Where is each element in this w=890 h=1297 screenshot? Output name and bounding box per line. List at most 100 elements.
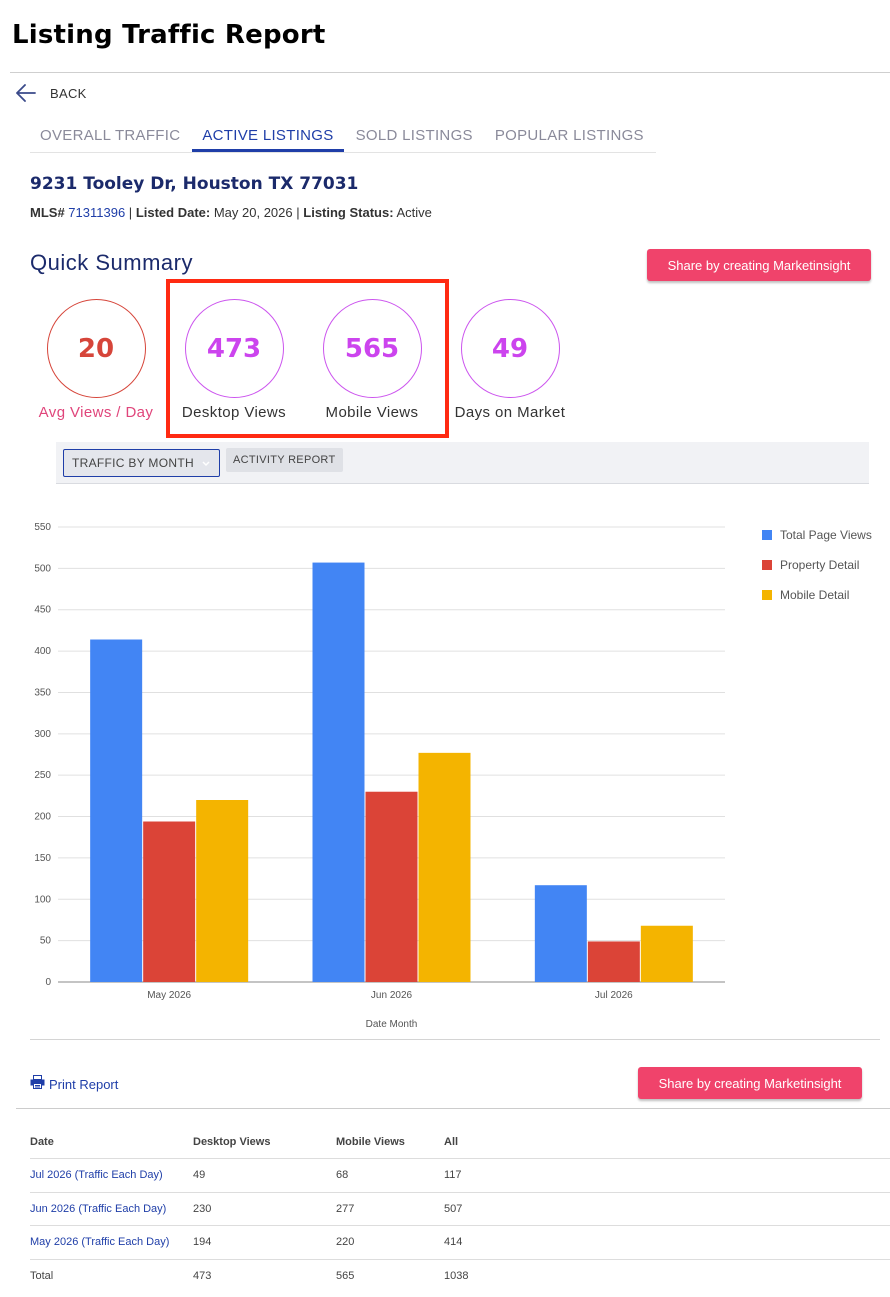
row-all-views: 414 <box>444 1236 463 1249</box>
bar <box>418 752 471 982</box>
legend-label: Total Page Views <box>780 528 872 542</box>
y-tick-label: 200 <box>34 812 51 823</box>
y-tick-label: 250 <box>34 770 51 781</box>
column-header-desktop: Desktop Views <box>193 1136 271 1148</box>
stat-label: Avg Views / Day <box>38 404 154 421</box>
row-date-link[interactable]: Jul 2026 (Traffic Each Day) <box>30 1169 163 1182</box>
y-tick-label: 400 <box>34 646 51 657</box>
legend-swatch <box>762 590 772 600</box>
share-marketinsight-button-bottom[interactable]: Share by creating Marketinsight <box>638 1067 862 1099</box>
stat-label: Desktop Views <box>181 404 287 421</box>
column-header-mobile: Mobile Views <box>336 1136 405 1148</box>
report-tabs: OVERALL TRAFFIC ACTIVE LISTINGS SOLD LIS… <box>30 121 656 153</box>
back-label: BACK <box>50 85 87 101</box>
bar <box>640 925 693 982</box>
row-date-link[interactable]: Jun 2026 (Traffic Each Day) <box>30 1202 167 1215</box>
bar <box>312 562 365 982</box>
listing-status-label: Listing Status: <box>303 205 394 220</box>
listed-date-label: Listed Date: <box>135 205 211 220</box>
bar <box>534 885 587 982</box>
x-tick-label: Jul 2026 <box>595 990 633 1001</box>
bar <box>587 941 640 982</box>
y-tick-label: 50 <box>40 936 52 947</box>
tab-popular-listings[interactable]: POPULAR LISTINGS <box>494 127 644 144</box>
row-mobile-views: 68 <box>336 1169 349 1182</box>
share-marketinsight-button[interactable]: Share by creating Marketinsight <box>647 249 871 281</box>
legend-label: Mobile Detail <box>780 588 849 602</box>
stat-desktop-views: 473 Desktop Views <box>164 299 304 421</box>
stat-days-on-market: 49 Days on Market <box>440 299 580 421</box>
stat-value: 565 <box>322 299 422 398</box>
table-divider <box>16 1108 890 1109</box>
row-mobile-views: 277 <box>336 1202 355 1215</box>
total-label: Total <box>30 1270 54 1283</box>
activity-report-button[interactable]: ACTIVITY REPORT <box>226 448 343 472</box>
arrow-left-icon <box>16 84 36 102</box>
table-row: May 2026 (Traffic Each Day) 194 220 414 <box>30 1226 890 1260</box>
listing-address: 9231 Tooley Dr, Houston TX 77031 <box>30 174 359 194</box>
traffic-table: Date Desktop Views Mobile Views All Jul … <box>30 1126 890 1293</box>
meta-separator: | <box>296 205 300 220</box>
bar <box>143 821 196 982</box>
printer-icon <box>30 1075 45 1094</box>
y-tick-label: 550 <box>34 522 51 533</box>
print-report-link[interactable]: Print Report <box>30 1075 118 1094</box>
y-tick-label: 350 <box>34 687 51 698</box>
y-tick-label: 0 <box>45 977 51 988</box>
total-desktop-views: 473 <box>193 1270 212 1283</box>
legend-swatch <box>762 530 772 540</box>
quick-summary-title: Quick Summary <box>30 250 193 275</box>
total-mobile-views: 565 <box>336 1270 355 1283</box>
table-header-row: Date Desktop Views Mobile Views All <box>30 1126 890 1159</box>
listing-meta: MLS# 71311396 | Listed Date: May 20, 202… <box>30 205 432 220</box>
report-type-bar: TRAFFIC BY MONTH ACTIVITY REPORT <box>56 442 869 484</box>
tab-active-listings[interactable]: ACTIVE LISTINGS <box>192 121 344 152</box>
x-axis-label: Date Month <box>366 1019 418 1030</box>
select-value: TRAFFIC BY MONTH <box>72 456 194 470</box>
listed-date-value: May 20, 2026 <box>213 205 293 220</box>
row-date-link[interactable]: May 2026 (Traffic Each Day) <box>30 1236 170 1249</box>
x-tick-label: Jun 2026 <box>371 990 413 1001</box>
bar <box>196 800 249 982</box>
print-report-label: Print Report <box>49 1077 119 1092</box>
chevron-down-icon <box>201 457 211 471</box>
bar <box>365 791 418 982</box>
row-desktop-views: 230 <box>193 1202 212 1215</box>
chart-divider <box>30 1039 880 1040</box>
traffic-bar-chart: 0 50 100 150 200 250 300 350 400 450 500 550 May 202… <box>34 522 872 1030</box>
y-tick-label: 500 <box>34 563 51 574</box>
y-tick-label: 300 <box>34 729 51 740</box>
x-tick-label: May 2026 <box>147 990 191 1001</box>
y-tick-label: 100 <box>34 894 51 905</box>
back-button[interactable]: BACK <box>16 84 87 102</box>
meta-separator: | <box>128 205 133 220</box>
traffic-by-month-select[interactable]: TRAFFIC BY MONTH <box>63 449 220 477</box>
stat-mobile-views: 565 Mobile Views <box>302 299 442 421</box>
row-all-views: 507 <box>444 1202 463 1215</box>
column-header-date: Date <box>30 1136 54 1148</box>
total-all-views: 1038 <box>444 1270 469 1283</box>
stat-value: 49 <box>460 299 560 398</box>
listing-status-value: Active <box>396 205 432 220</box>
stat-avg-views-per-day: 20 Avg Views / Day <box>26 299 166 421</box>
page-title: Listing Traffic Report <box>12 20 326 50</box>
legend-swatch <box>762 560 772 570</box>
tab-overall-traffic[interactable]: OVERALL TRAFFIC <box>40 127 181 144</box>
table-total-row: Total 473 565 1038 <box>30 1260 890 1294</box>
mls-label: MLS# <box>30 205 65 220</box>
header-divider <box>10 72 890 73</box>
row-mobile-views: 220 <box>336 1236 355 1249</box>
legend-label: Property Detail <box>780 558 859 572</box>
table-row: Jul 2026 (Traffic Each Day) 49 68 117 <box>30 1159 890 1193</box>
mls-number-link[interactable]: 71311396 <box>68 205 126 220</box>
table-row: Jun 2026 (Traffic Each Day) 230 277 507 <box>30 1193 890 1226</box>
stat-value: 20 <box>46 299 146 398</box>
y-tick-label: 450 <box>34 605 51 616</box>
column-header-all: All <box>444 1136 459 1148</box>
bar <box>90 639 143 982</box>
row-desktop-views: 194 <box>193 1236 212 1249</box>
y-tick-label: 150 <box>34 853 51 864</box>
stat-label: Days on Market <box>454 404 566 421</box>
row-desktop-views: 49 <box>193 1169 206 1182</box>
tab-sold-listings[interactable]: SOLD LISTINGS <box>355 127 473 144</box>
